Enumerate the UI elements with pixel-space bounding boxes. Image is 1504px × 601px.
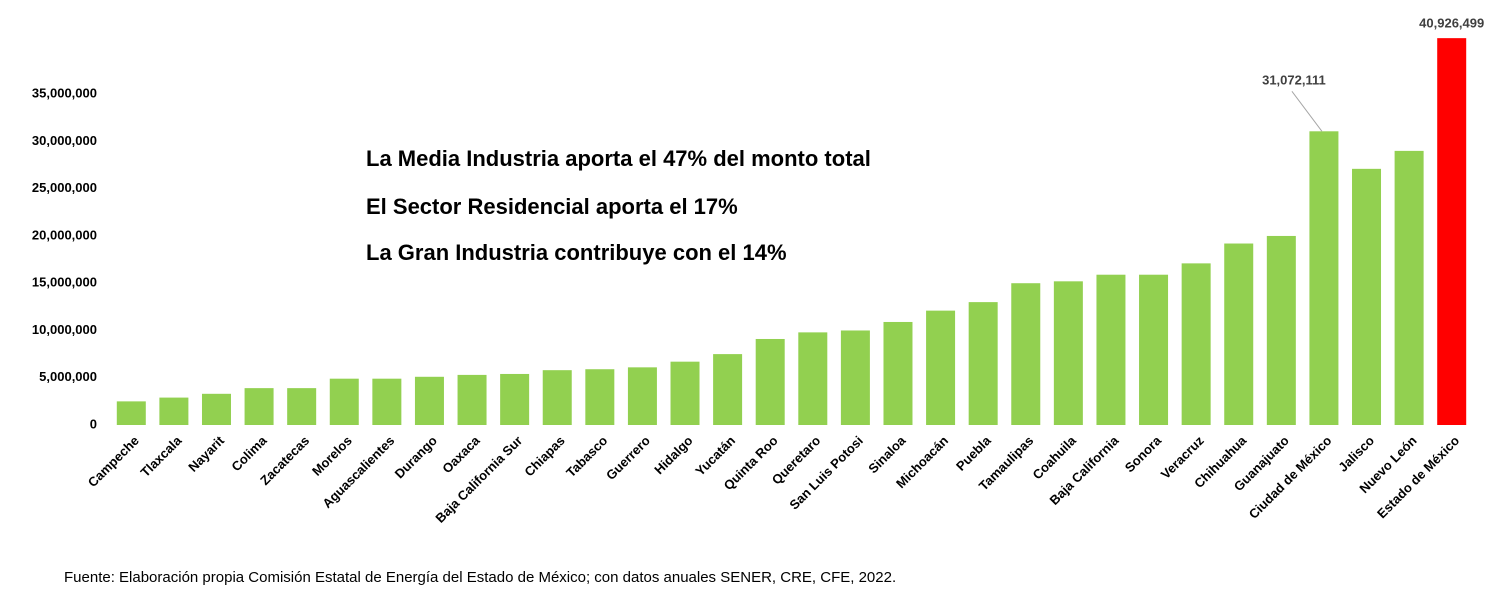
bar — [201, 393, 231, 425]
y-tick-label: 35,000,000 — [32, 86, 97, 101]
bar — [968, 302, 998, 425]
bar — [585, 369, 615, 425]
y-tick-label: 15,000,000 — [32, 275, 97, 290]
x-tick-label: Hidalgo — [651, 433, 695, 477]
bar — [755, 338, 785, 425]
x-tick-label: Aguascalientes — [319, 433, 397, 511]
bar — [457, 374, 487, 425]
bar — [1096, 274, 1126, 425]
x-tick-label: San Luis Potosi — [786, 433, 866, 513]
annotation: La Gran Industria contribuye con el 14% — [366, 240, 787, 265]
x-tick-label: Chiapas — [521, 433, 567, 479]
bar — [840, 330, 870, 425]
y-tick-label: 20,000,000 — [32, 227, 97, 242]
y-tick-label: 10,000,000 — [32, 322, 97, 337]
bar — [1309, 131, 1339, 426]
bar — [116, 401, 146, 425]
x-tick-label: Nayarit — [185, 432, 227, 474]
y-tick-label: 0 — [90, 416, 97, 431]
annotation: La Media Industria aporta el 47% del mon… — [366, 146, 871, 171]
bar — [500, 373, 530, 425]
x-tick-label: Guerrero — [603, 433, 653, 483]
bar — [1266, 235, 1296, 425]
bar — [713, 354, 743, 425]
y-tick-label: 30,000,000 — [32, 133, 97, 148]
bar — [414, 376, 444, 425]
x-tick-label: Colima — [228, 432, 270, 474]
bar — [287, 388, 317, 425]
y-tick-label: 25,000,000 — [32, 180, 97, 195]
bar — [372, 378, 402, 425]
bar — [627, 367, 657, 425]
value-label: 40,926,499 — [1419, 16, 1484, 31]
bar — [159, 397, 189, 425]
x-tick-label: Jalisco — [1335, 433, 1377, 475]
x-tick-label: Tlaxcala — [138, 432, 185, 479]
x-tick-label: Sonora — [1122, 432, 1165, 475]
bar — [329, 378, 359, 425]
x-tick-label: Puebla — [953, 432, 994, 473]
y-tick-label: 5,000,000 — [39, 369, 97, 384]
x-tick-label: Campeche — [85, 433, 142, 490]
bar — [670, 361, 700, 425]
x-tick-label: Durango — [392, 433, 440, 481]
bar — [1224, 243, 1254, 425]
bar — [1181, 263, 1211, 425]
bar — [542, 370, 572, 425]
bar — [1352, 168, 1382, 426]
bar — [244, 388, 274, 425]
bar — [1053, 281, 1083, 425]
source-note: Fuente: Elaboración propia Comisión Esta… — [64, 569, 896, 586]
x-tick-label: Ciudad de México — [1246, 433, 1335, 522]
bar — [883, 321, 913, 425]
x-tick-label: Estado de México — [1374, 433, 1462, 521]
bar — [926, 310, 956, 425]
annotation: El Sector Residencial aporta el 17% — [366, 194, 738, 219]
bar — [1394, 150, 1424, 425]
bar — [1139, 274, 1169, 425]
bar — [1437, 38, 1467, 425]
bar — [798, 332, 828, 425]
leader-line — [1291, 90, 1323, 132]
bar — [1011, 283, 1041, 425]
value-label: 31,072,111 — [1262, 73, 1326, 88]
